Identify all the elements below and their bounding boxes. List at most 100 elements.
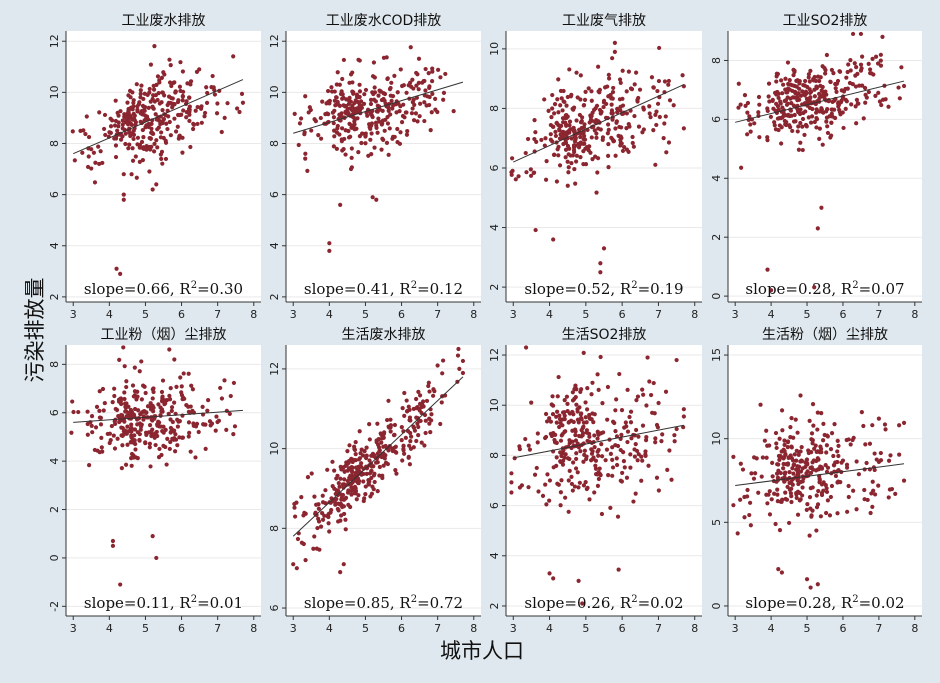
data-point — [353, 440, 358, 445]
slope-value: slope=0.26, R — [524, 594, 632, 612]
data-point — [205, 90, 210, 96]
data-point — [610, 89, 616, 95]
data-point — [846, 62, 851, 67]
data-point — [582, 133, 587, 139]
data-point — [112, 446, 118, 451]
data-point — [303, 156, 308, 161]
data-point — [807, 533, 812, 538]
data-point — [366, 153, 371, 158]
data-point — [772, 120, 777, 125]
data-point — [132, 406, 138, 412]
data-point — [581, 103, 587, 108]
data-point — [807, 495, 813, 500]
data-point — [878, 458, 884, 463]
data-point — [159, 100, 164, 105]
y-tick-label: 2 — [488, 602, 501, 609]
data-point — [372, 471, 377, 476]
data-point — [790, 482, 795, 487]
data-point — [639, 454, 644, 459]
data-point — [370, 90, 375, 95]
data-point — [618, 80, 623, 85]
data-point — [202, 110, 208, 116]
data-point — [231, 431, 236, 437]
data-point — [856, 472, 862, 477]
data-point — [627, 414, 632, 420]
data-point — [150, 187, 155, 192]
data-point — [575, 406, 580, 412]
plot-area — [506, 31, 702, 302]
data-point — [326, 521, 331, 526]
data-point — [316, 502, 321, 507]
data-point — [567, 146, 572, 151]
data-point — [784, 497, 790, 502]
data-point — [845, 509, 850, 514]
data-point — [154, 182, 159, 187]
data-point — [794, 458, 799, 463]
data-point — [70, 399, 75, 404]
data-point — [736, 81, 741, 86]
x-tick-label: 6 — [178, 622, 185, 635]
data-point — [599, 431, 604, 436]
data-point — [149, 121, 154, 126]
data-point — [422, 118, 427, 124]
data-point — [438, 421, 443, 427]
data-point — [566, 170, 571, 175]
data-point — [571, 125, 576, 131]
data-point — [571, 460, 576, 465]
fit-line — [293, 81, 464, 134]
data-point — [89, 423, 94, 428]
data-point — [591, 420, 596, 425]
data-point — [225, 101, 230, 106]
data-point — [742, 92, 748, 98]
data-point — [573, 466, 579, 471]
data-point — [777, 457, 782, 463]
data-point — [336, 508, 341, 513]
data-point — [554, 420, 559, 425]
data-point — [566, 478, 571, 483]
panel-title: 工业废气排放 — [562, 13, 646, 29]
data-point — [589, 89, 594, 94]
data-point — [357, 89, 363, 94]
data-point — [363, 492, 368, 497]
data-point — [349, 123, 354, 128]
y-tick-label: 2 — [710, 234, 723, 241]
data-point — [651, 128, 656, 133]
data-point — [137, 438, 142, 443]
y-tick-label: 4 — [488, 552, 501, 559]
data-point — [653, 440, 658, 445]
data-point — [664, 150, 669, 155]
data-point — [631, 144, 636, 149]
data-point — [810, 508, 815, 513]
fit-line — [735, 463, 905, 487]
data-point — [427, 389, 432, 394]
data-point — [122, 396, 127, 402]
data-point — [615, 443, 621, 449]
y-tick-label: 4 — [48, 242, 61, 249]
data-point — [332, 98, 337, 103]
data-point — [804, 507, 809, 512]
data-point — [315, 525, 320, 531]
data-point — [340, 76, 345, 82]
data-point — [379, 440, 384, 445]
data-point — [608, 505, 613, 510]
data-point — [316, 506, 321, 511]
data-point — [123, 120, 129, 125]
data-point — [801, 82, 806, 88]
data-point — [595, 483, 601, 488]
data-point — [823, 483, 828, 488]
data-point — [341, 57, 346, 63]
data-point — [410, 106, 415, 111]
data-point — [796, 147, 802, 152]
data-point — [307, 105, 312, 110]
data-point — [429, 110, 434, 115]
y-tick-label: 12 — [488, 348, 501, 362]
data-point — [141, 383, 146, 388]
data-point — [374, 438, 379, 443]
data-point — [153, 112, 158, 117]
data-point — [456, 346, 461, 352]
data-point — [114, 407, 120, 413]
fit-stats-annotation: slope=0.28, R2=0.02 — [745, 594, 904, 612]
data-point — [204, 85, 209, 90]
data-point — [758, 402, 763, 407]
data-point — [873, 54, 879, 59]
